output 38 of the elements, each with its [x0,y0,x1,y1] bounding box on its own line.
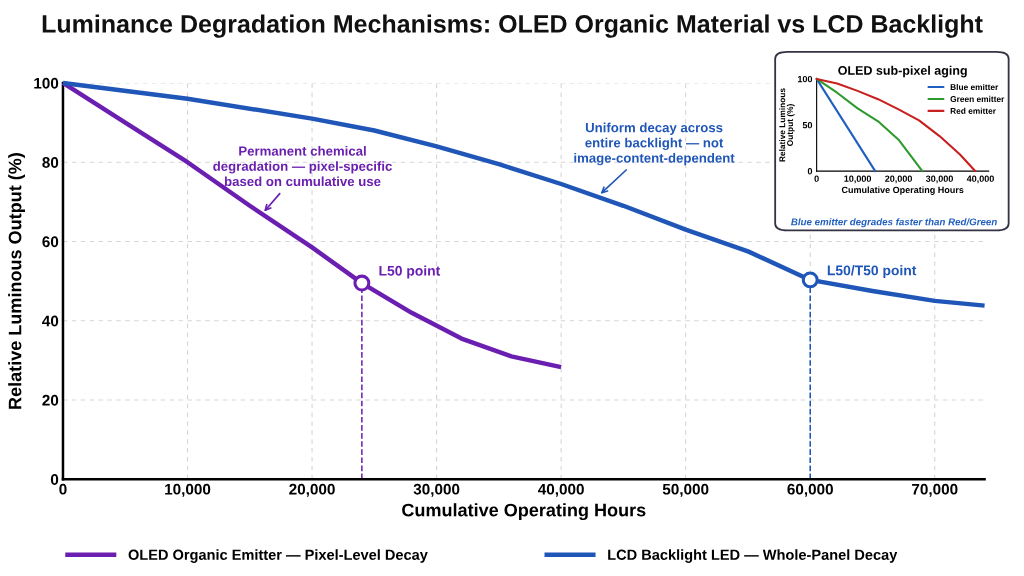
annotation: L50 point [379,265,441,279]
x-tick-label: 60,000 [787,483,833,497]
x-tick-label: 0 [814,175,819,182]
annotation: Blue emitter degrades faster than Red/Green [791,218,997,228]
legend-label: OLED Organic Emitter — Pixel-Level Decay [128,549,428,563]
y-tick-label: 80 [42,157,59,168]
y-axis-title: Relative Luminous Output (%) [8,153,25,409]
y-tick-label: 0 [807,168,813,175]
annotation: Permanent chemical degradation — pixel-specific based on cumulative use [213,146,392,187]
chart-title: Luminance Degradation Mechanisms: OLED Organic Material vs LCD Backlight [42,14,983,38]
x-tick-label: 40,000 [538,483,584,497]
x-tick-label: 0 [59,483,67,495]
x-tick-label: 20,000 [885,175,912,184]
x-axis-title: Cumulative Operating Hours [402,503,646,521]
x-tick-label: 30,000 [925,175,953,184]
x-tick-label: 20,000 [289,483,335,497]
legend-label: Blue emitter [950,83,999,91]
chart-title: OLED sub-pixel aging [838,65,967,78]
annotation: L50/T50 point [827,265,917,279]
legend-label: Green emitter [950,95,1005,102]
y-tick-label: 60 [42,236,59,248]
y-tick-label: 50 [802,121,813,129]
y-tick-label: 0 [50,474,59,485]
annotation: Uniform decay across entire backlight — not image-content-dependent [574,122,735,166]
legend-label: Red emitter [950,107,996,114]
x-tick-label: 40,000 [966,175,994,184]
legend-label: LCD Backlight LED — Whole-Panel Decay [608,549,898,563]
y-tick-label: 40 [42,315,59,327]
x-axis-title: Cumulative Operating Hours [841,186,964,195]
x-tick-label: 70,000 [912,483,958,497]
y-tick-label: 100 [797,75,813,83]
x-tick-label: 10,000 [165,483,211,497]
x-tick-label: 10,000 [844,175,872,184]
x-tick-label: 30,000 [413,483,460,497]
x-tick-label: 50,000 [662,483,709,497]
y-tick-label: 20 [42,394,59,406]
y-axis-title: Relative Luminous Output (%) [779,88,795,162]
y-tick-label: 100 [34,77,59,89]
